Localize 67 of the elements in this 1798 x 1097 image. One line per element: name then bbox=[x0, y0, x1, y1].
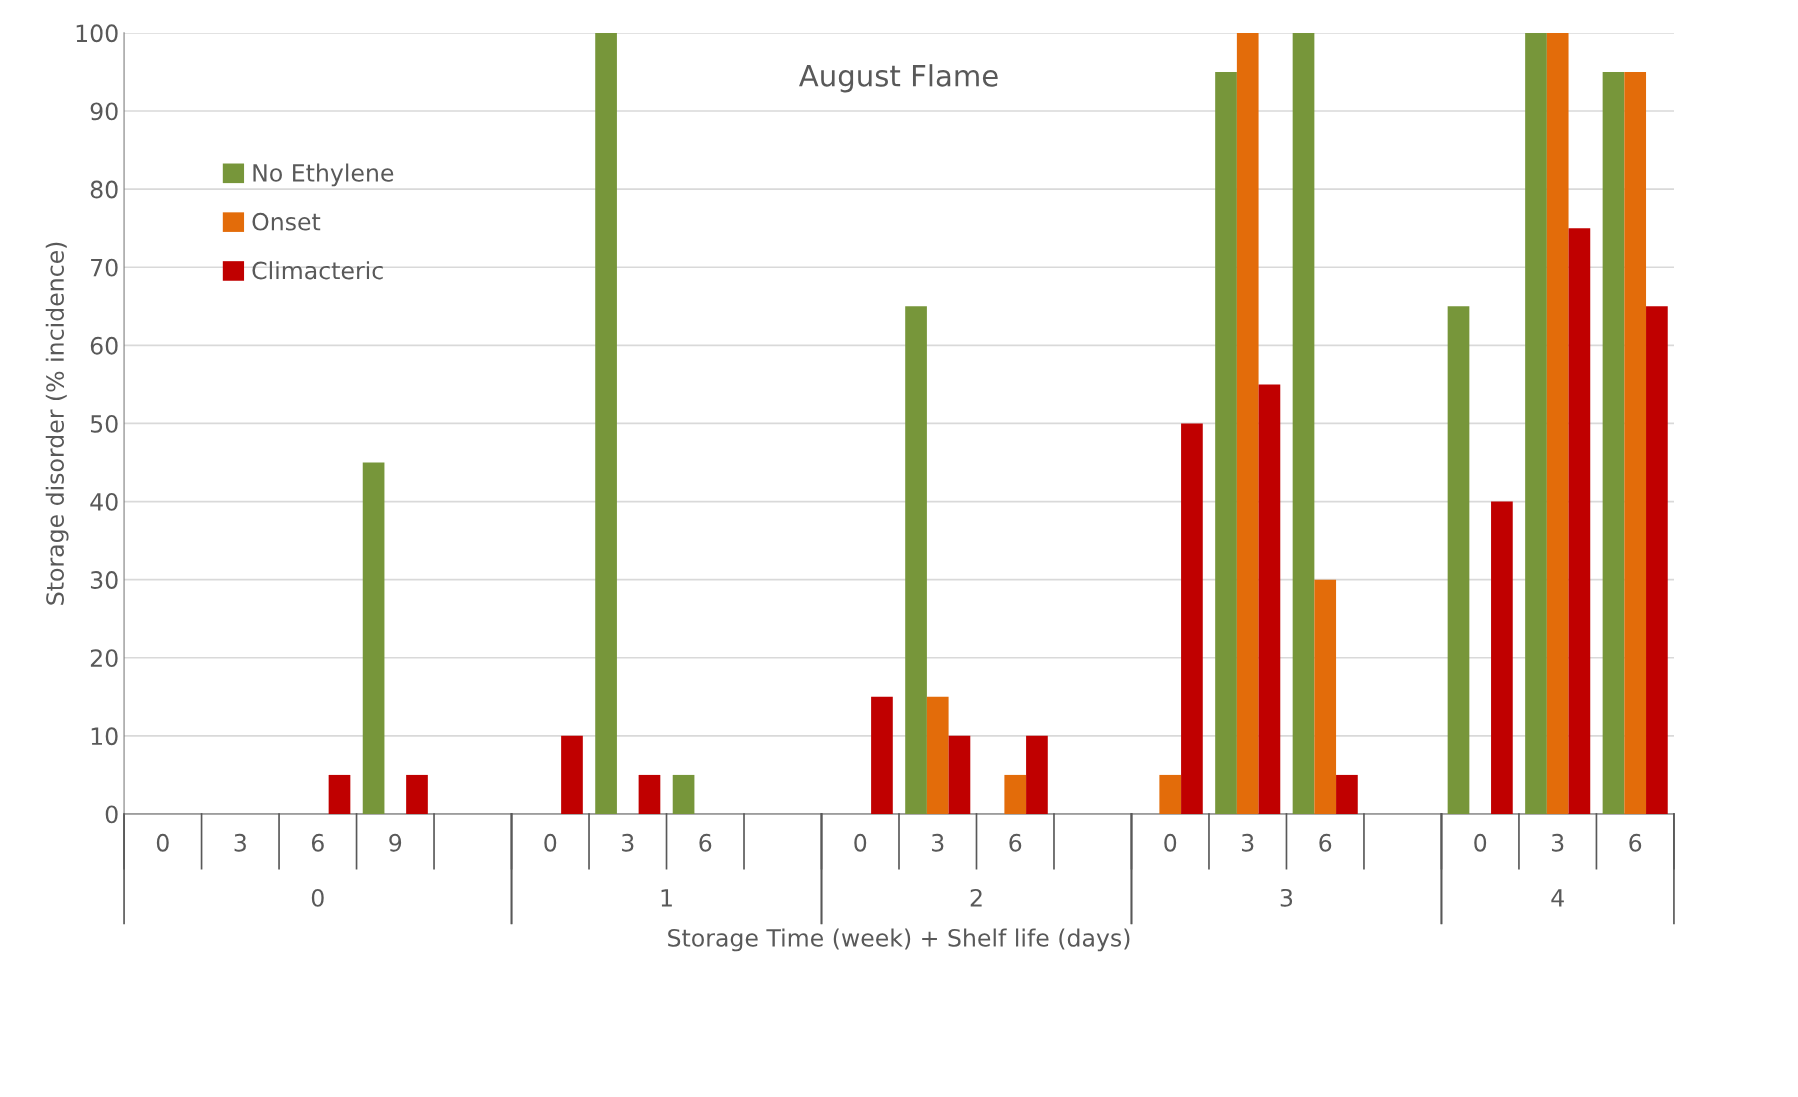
bar bbox=[871, 696, 893, 814]
bar bbox=[1159, 774, 1182, 814]
x-tick-label: 3 bbox=[1551, 833, 1564, 852]
x-tick-label: 0 bbox=[854, 833, 867, 852]
bar bbox=[595, 32, 617, 814]
bar bbox=[1004, 774, 1027, 814]
y-tick-label: 70 bbox=[91, 258, 118, 277]
x-tick-label: 3 bbox=[1242, 833, 1254, 852]
x-tick-label: 6 bbox=[311, 833, 324, 852]
legend-label: Onset bbox=[252, 212, 321, 231]
x-tick-label: 0 bbox=[544, 833, 557, 852]
bar bbox=[1236, 32, 1259, 814]
bar bbox=[1314, 579, 1337, 814]
y-tick-label: 10 bbox=[91, 727, 118, 746]
x-tick-label: 3 bbox=[234, 833, 246, 852]
bar bbox=[1181, 423, 1203, 814]
x-tick-label: 3 bbox=[932, 833, 944, 852]
bar bbox=[672, 774, 695, 814]
y-tick-label: 90 bbox=[90, 102, 118, 121]
text: August Flame bbox=[799, 64, 998, 93]
bar bbox=[1447, 306, 1470, 814]
legend-label: No Ethylene bbox=[253, 163, 394, 187]
bar bbox=[1602, 71, 1625, 814]
x-tick-label: 0 bbox=[1164, 833, 1177, 852]
bar bbox=[561, 735, 583, 814]
text: 1 bbox=[661, 889, 672, 907]
x-tick-label: 6 bbox=[1629, 833, 1642, 852]
bar bbox=[406, 774, 428, 814]
y-tick-label: 100 bbox=[76, 24, 118, 43]
text: 3 bbox=[1280, 888, 1293, 907]
x-tick-label: 3 bbox=[622, 833, 634, 852]
y-axis-title: Storage disorder (% incidence) bbox=[45, 242, 69, 605]
bar bbox=[1491, 501, 1513, 814]
text: 0 bbox=[311, 888, 324, 907]
x-axis-title: Storage Time (week) + Shelf life (days) bbox=[668, 928, 1130, 952]
y-tick-label: 30 bbox=[90, 571, 118, 589]
y-tick-label: 0 bbox=[105, 805, 118, 824]
text: 4 bbox=[1551, 889, 1564, 907]
x-tick-label: 0 bbox=[156, 833, 169, 852]
bar bbox=[1258, 384, 1281, 814]
bar bbox=[1546, 32, 1569, 814]
bar bbox=[948, 735, 971, 814]
bar bbox=[1568, 228, 1591, 814]
x-tick-label: 9 bbox=[389, 833, 402, 852]
y-tick-label: 80 bbox=[90, 180, 118, 199]
bar bbox=[1215, 71, 1237, 814]
bar bbox=[1624, 71, 1647, 814]
bar bbox=[638, 774, 661, 814]
y-tick-label: 20 bbox=[90, 649, 118, 668]
bar bbox=[362, 462, 385, 814]
x-tick-label: 0 bbox=[1474, 833, 1487, 852]
legend-label: Climacteric bbox=[252, 261, 383, 280]
bar bbox=[1336, 774, 1358, 814]
bar bbox=[905, 306, 927, 814]
x-tick-label: 6 bbox=[1009, 833, 1022, 852]
x-tick-label: 6 bbox=[699, 833, 712, 852]
bar bbox=[328, 774, 351, 814]
x-tick-label: 6 bbox=[1319, 833, 1332, 852]
y-tick-label: 60 bbox=[90, 336, 118, 355]
bar bbox=[1292, 32, 1315, 814]
y-tick-label: 40 bbox=[90, 492, 118, 511]
text: 2 bbox=[970, 888, 982, 907]
y-tick-label: 50 bbox=[90, 414, 118, 433]
bar bbox=[926, 696, 949, 814]
bar bbox=[1525, 32, 1547, 814]
bar bbox=[1646, 306, 1668, 814]
bar bbox=[1026, 735, 1048, 814]
